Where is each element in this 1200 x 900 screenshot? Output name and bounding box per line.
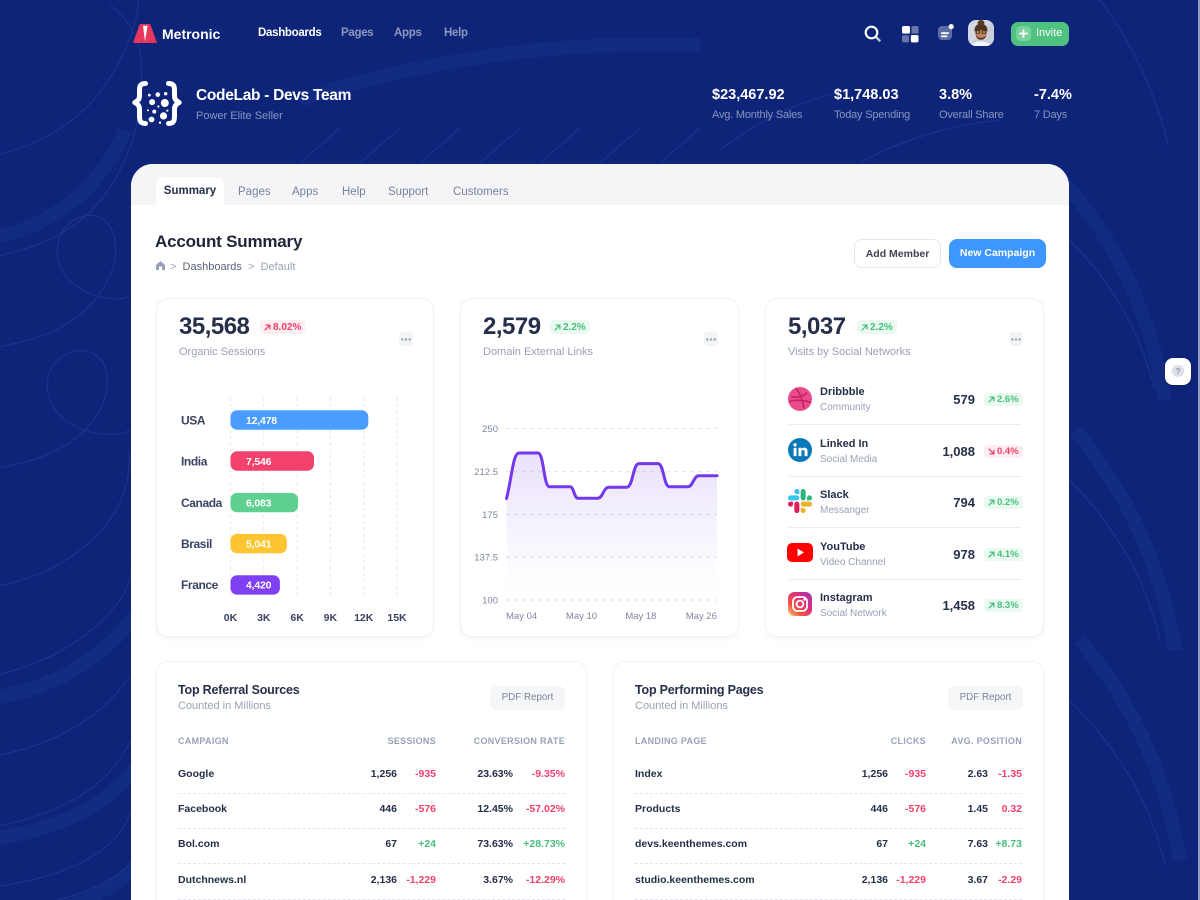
svg-text:5,041: 5,041 [246, 538, 272, 550]
svg-text:12,478: 12,478 [246, 415, 277, 427]
svg-text:137.5: 137.5 [474, 553, 498, 564]
svg-text:Brasil: Brasil [181, 537, 212, 551]
svg-text:?: ? [1175, 366, 1180, 376]
svg-text:175: 175 [482, 510, 498, 521]
svg-text:6,083: 6,083 [246, 497, 272, 509]
svg-text:12K: 12K [354, 612, 374, 624]
svg-text:May 18: May 18 [625, 611, 656, 622]
svg-text:May 10: May 10 [566, 611, 597, 622]
svg-text:4,420: 4,420 [246, 580, 272, 592]
svg-text:6K: 6K [290, 612, 304, 624]
svg-text:India: India [181, 454, 208, 468]
svg-text:0K: 0K [224, 612, 238, 624]
svg-text:Canada: Canada [181, 496, 223, 510]
svg-text:15K: 15K [387, 612, 407, 624]
svg-text:France: France [181, 578, 219, 592]
svg-text:May 26: May 26 [686, 611, 717, 622]
svg-text:May 04: May 04 [506, 611, 537, 622]
svg-text:250: 250 [482, 424, 498, 435]
svg-text:100: 100 [482, 596, 498, 607]
svg-text:USA: USA [181, 413, 206, 427]
svg-text:7,546: 7,546 [246, 456, 272, 468]
svg-text:9K: 9K [324, 612, 338, 624]
svg-text:3K: 3K [257, 612, 271, 624]
svg-text:212.5: 212.5 [474, 467, 498, 478]
